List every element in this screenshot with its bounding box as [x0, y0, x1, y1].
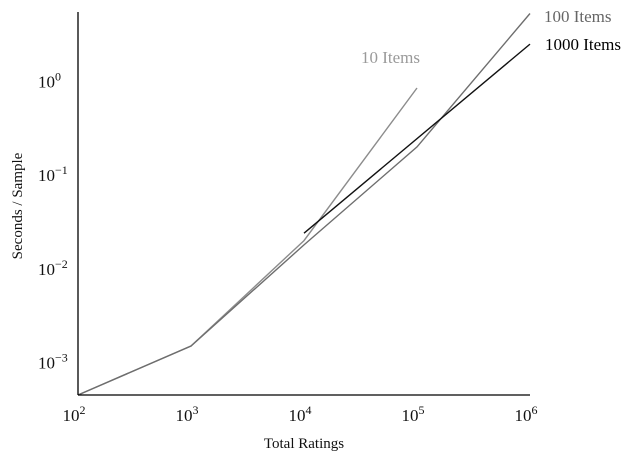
series-labels: 10 Items 100 Items 1000 Items — [361, 7, 621, 67]
y-tick-label: 10−1 — [38, 163, 68, 185]
series-line-3 — [303, 43, 531, 234]
y-tick-label: 10−3 — [38, 351, 68, 373]
axes — [77, 12, 530, 396]
x-axis-title: Total Ratings — [264, 436, 344, 452]
x-tick-labels: 102 103 104 105 106 — [63, 403, 538, 425]
series-line-2 — [77, 13, 531, 396]
series-label-2: 100 Items — [544, 7, 612, 26]
y-tick-labels: 10−3 10−2 10−1 100 — [38, 69, 68, 372]
x-tick-label: 102 — [63, 403, 86, 425]
y-tick-label: 10−2 — [38, 257, 68, 279]
y-axis-title: Seconds / Sample — [10, 152, 26, 259]
x-tick-label: 104 — [289, 403, 312, 425]
x-tick-label: 106 — [515, 403, 538, 425]
x-tick-label: 103 — [176, 403, 199, 425]
y-tick-label: 100 — [38, 69, 61, 91]
series-label-3: 1000 Items — [545, 35, 621, 54]
x-tick-label: 105 — [402, 403, 425, 425]
series-label-1: 10 Items — [361, 48, 420, 67]
plot-lines — [77, 13, 531, 396]
series-line-1 — [77, 87, 418, 396]
